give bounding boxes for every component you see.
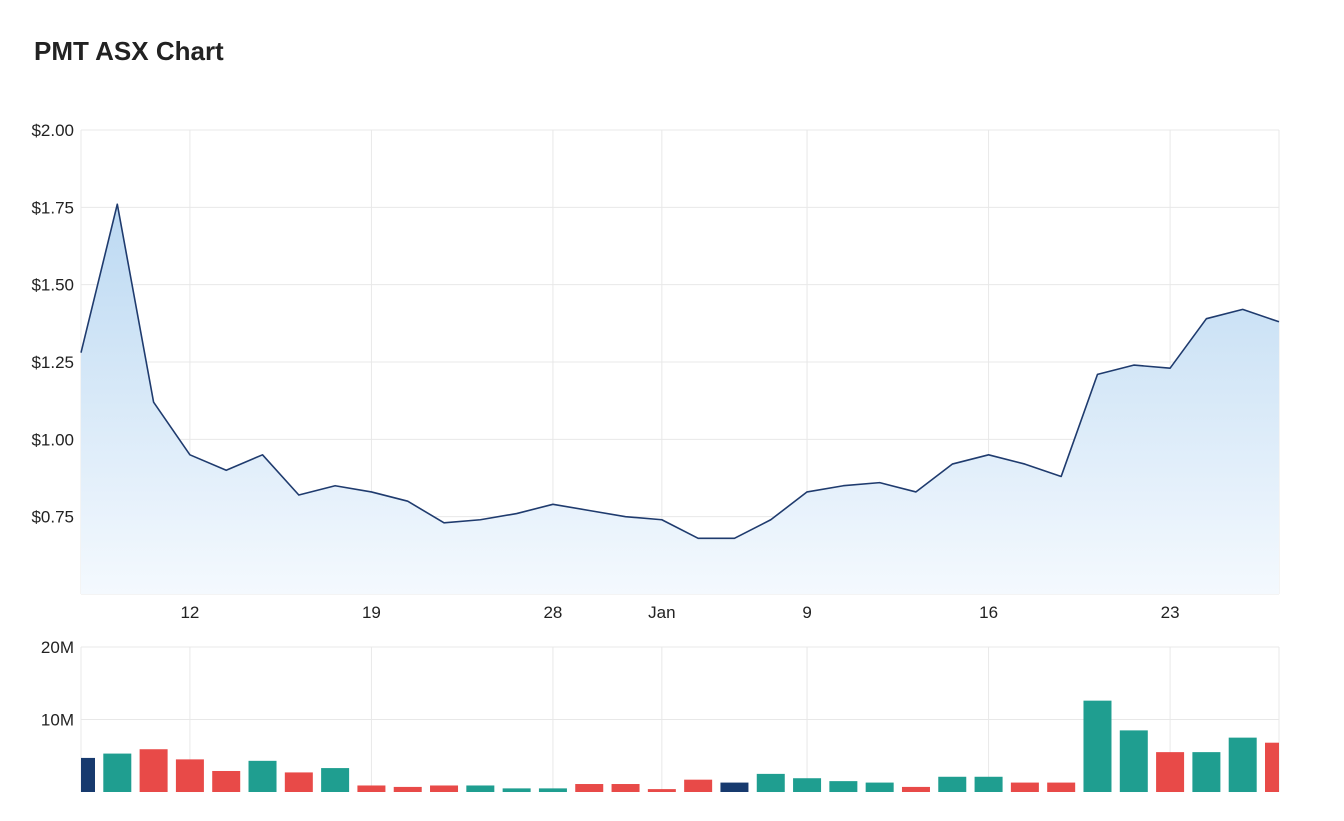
price-area-fill [81,204,1279,595]
volume-bar [829,781,858,793]
volume-bar [466,785,495,792]
price-y-tick-label: $1.25 [31,353,74,372]
volume-y-axis: 10M 20M [41,638,74,730]
volume-bar [1010,782,1039,792]
volume-bar [430,785,459,792]
x-tick-label: 12 [180,603,199,622]
date-x-axis: 12 19 28 Jan 9 16 23 [180,603,1179,622]
x-tick-label: 19 [362,603,381,622]
volume-bar [756,773,785,793]
volume-bar [81,757,95,792]
volume-bar [647,789,676,792]
volume-bar [1119,730,1148,793]
volume-bar [1083,700,1112,792]
volume-bar [393,786,422,792]
volume-y-tick-label: 10M [41,711,74,730]
volume-bar [321,768,350,792]
x-tick-label: 16 [979,603,998,622]
price-y-tick-label: $2.00 [31,121,74,140]
x-tick-label: 28 [543,603,562,622]
price-y-tick-label: $1.00 [31,430,74,449]
volume-bar [1228,737,1257,793]
x-tick-label: 23 [1161,603,1180,622]
volume-bar [938,776,967,792]
volume-bar [175,759,204,793]
price-y-tick-label: $0.75 [31,508,74,527]
volume-bar [139,749,168,792]
volume-bar [974,776,1003,792]
volume-bar [502,788,531,793]
price-y-tick-label: $1.50 [31,276,74,295]
volume-bar [212,770,241,792]
price-y-tick-label: $1.75 [31,198,74,217]
volume-bar [865,782,894,792]
price-line [80,203,1280,540]
volume-bar [793,778,822,792]
volume-bar [538,788,567,793]
volume-bar [248,760,277,792]
price-y-axis: $0.75 $1.00 $1.25 $1.50 $1.75 $2.00 [31,121,74,527]
x-tick-label: Jan [648,603,675,622]
volume-bar [1265,742,1279,792]
volume-bar [284,772,313,792]
page-title: PMT ASX Chart [34,36,224,66]
volume-bar [1192,752,1221,793]
volume-bars [81,700,1279,793]
volume-bar [575,784,604,792]
volume-bar [357,785,386,792]
volume-bar [901,786,930,792]
volume-bar [720,782,749,792]
volume-bar [684,779,713,792]
volume-y-tick-label: 20M [41,638,74,657]
volume-bar [1156,752,1185,793]
volume-bar [103,753,132,792]
price-area [80,203,1280,595]
volume-bar [1047,782,1076,792]
x-tick-label: 9 [802,603,811,622]
volume-bar [611,784,640,792]
